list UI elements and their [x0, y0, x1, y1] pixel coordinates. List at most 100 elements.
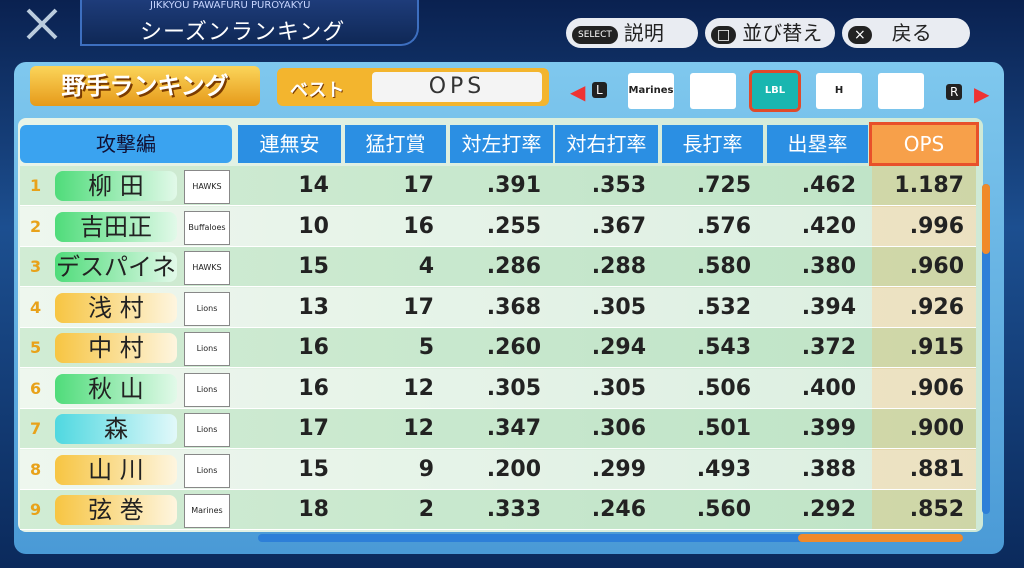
best-value[interactable]: OPS — [372, 72, 542, 102]
stat-cell: .926 — [909, 294, 964, 320]
help-button[interactable]: SELECT 説明 — [566, 18, 698, 48]
row-bg — [20, 166, 976, 206]
team-logo: Lions — [184, 332, 230, 366]
stat-cell: .286 — [486, 254, 541, 279]
stat-cell: .532 — [696, 294, 751, 320]
team-tab[interactable]: LBL — [749, 70, 801, 112]
team-logo: Buffaloes — [184, 210, 230, 245]
row-bg — [20, 409, 976, 449]
stat-cell: 17 — [403, 173, 434, 198]
stat-cell: 15 — [298, 254, 329, 279]
stat-cell: .462 — [801, 173, 856, 198]
player-name[interactable]: 柳 田 — [55, 171, 177, 201]
stat-cell: .288 — [591, 254, 646, 279]
right-key: R — [946, 84, 963, 100]
rank: 9 — [30, 500, 42, 519]
player-name[interactable]: 森 — [55, 414, 177, 444]
cross-key: × — [848, 25, 872, 44]
v-scrollbar[interactable] — [982, 184, 990, 514]
stat-cell: .255 — [486, 213, 541, 239]
player-name[interactable]: 浅 村 — [55, 292, 177, 323]
team-tab[interactable] — [690, 73, 736, 109]
column-header[interactable]: 連無安 — [238, 125, 341, 163]
stat-cell: .394 — [801, 294, 856, 320]
stat-cell: .294 — [591, 335, 646, 360]
team-tab[interactable] — [878, 73, 924, 109]
player-name[interactable]: 吉田正 — [55, 211, 177, 242]
stat-cell: 5 — [418, 335, 434, 360]
stat-cell: .543 — [696, 335, 751, 360]
stat-cell: .560 — [696, 497, 751, 522]
title-box — [80, 0, 419, 46]
sort-button[interactable]: □ 並び替え — [705, 18, 835, 48]
stat-cell: .347 — [486, 416, 541, 441]
team-logo: HAWKS — [184, 251, 230, 285]
stat-cell: .501 — [696, 416, 751, 441]
team-logo: Lions — [184, 453, 230, 488]
stat-cell: 10 — [298, 213, 329, 239]
right-arrow[interactable]: ▶ — [974, 82, 990, 106]
player-name[interactable]: 山 川 — [55, 454, 177, 485]
column-header[interactable]: 猛打賞 — [345, 125, 446, 163]
stat-cell: 17 — [298, 416, 329, 441]
ops-column-bg — [872, 166, 976, 530]
team-tab[interactable]: Marines — [628, 73, 674, 109]
stat-cell: .380 — [801, 254, 856, 279]
stat-cell: .333 — [486, 497, 541, 522]
stat-cell: 9 — [418, 456, 434, 482]
row-bg — [20, 368, 976, 409]
team-logo: Lions — [184, 291, 230, 326]
stat-cell: .399 — [801, 416, 856, 441]
h-scroll-thumb[interactable] — [798, 534, 963, 542]
best-label: ベスト — [290, 80, 345, 101]
column-header[interactable]: 長打率 — [662, 125, 763, 163]
stat-cell: .391 — [486, 173, 541, 198]
bat-icon — [26, 8, 58, 40]
column-header[interactable]: 出塁率 — [767, 125, 868, 163]
team-logo: Lions — [184, 372, 230, 407]
team-tab[interactable]: H — [816, 73, 862, 109]
column-header[interactable]: OPS — [869, 122, 979, 166]
key: SELECT — [572, 25, 618, 44]
stat-cell: 12 — [403, 375, 434, 401]
rank: 4 — [30, 297, 42, 317]
stat-cell: .305 — [591, 294, 646, 320]
stat-cell: .960 — [909, 254, 964, 279]
stat-cell: 15 — [298, 456, 329, 482]
team-logo: HAWKS — [184, 170, 230, 204]
label: 並び替え — [742, 21, 823, 45]
player-name[interactable]: 中 村 — [55, 333, 177, 363]
stat-cell: .306 — [591, 416, 646, 441]
player-name[interactable]: 秋 山 — [55, 373, 177, 404]
rank: 2 — [30, 216, 42, 236]
stat-cell: .506 — [696, 375, 751, 401]
v-scroll-thumb[interactable] — [982, 184, 990, 254]
column-header[interactable]: 対右打率 — [555, 125, 658, 163]
stat-cell: 4 — [418, 254, 434, 279]
stat-cell: .260 — [486, 335, 541, 360]
row-bg — [20, 449, 976, 490]
stat-cell: .368 — [486, 294, 541, 320]
h-scrollbar[interactable] — [258, 534, 963, 542]
stat-cell: .292 — [801, 497, 856, 522]
player-name[interactable]: 弦 巻 — [55, 495, 177, 525]
stat-cell: .367 — [591, 213, 646, 239]
row-bg — [20, 247, 976, 287]
label: 説明 — [623, 21, 664, 45]
rank: 6 — [30, 378, 42, 398]
rank: 5 — [30, 338, 42, 357]
stat-cell: .906 — [909, 375, 964, 401]
player-name[interactable]: デスパイネ — [55, 252, 177, 282]
stat-cell: .353 — [591, 173, 646, 198]
back-button[interactable]: × 戻る — [842, 18, 970, 48]
left-arrow[interactable]: ◀ — [570, 80, 586, 104]
stat-cell: .372 — [801, 335, 856, 360]
stat-cell: 18 — [298, 497, 329, 522]
subtitle: JIKKYOU PAWAFURU PUROYAKYU — [150, 0, 311, 11]
column-header[interactable]: 対左打率 — [450, 125, 553, 163]
rank: 8 — [30, 459, 42, 479]
stat-cell: .580 — [696, 254, 751, 279]
stat-cell: .388 — [801, 456, 856, 482]
stat-cell: .246 — [591, 497, 646, 522]
